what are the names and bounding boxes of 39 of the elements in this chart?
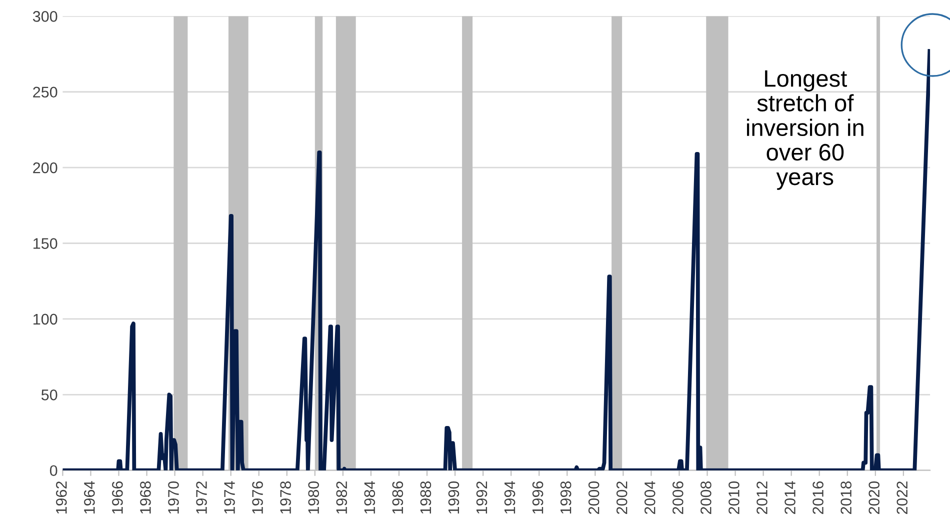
x-tick-label: 2022 [896,482,908,514]
x-tick-label: 2020 [868,481,880,514]
annotation: Longest stretch of inversion in over 60 years [747,70,864,190]
x-tick-label: 1974 [224,481,235,514]
x-tick-label: 1994 [504,481,516,514]
y-tick-label: 150 [34,238,58,249]
y-tick-label: 250 [33,86,58,98]
x-tick-label: 1976 [252,481,263,514]
x-tick-label: 2004 [644,481,656,514]
y-tick-label: 100 [34,314,58,325]
x-tick-label: 2014 [784,481,796,514]
x-tick-label: 1966 [112,481,123,514]
x-tick-label: 1996 [532,481,544,514]
x-tick-label: 2006 [672,481,684,514]
x-tick-label: 2008 [700,481,712,514]
x-tick-label: 2002 [616,482,628,514]
x-tick-label: 2016 [812,481,824,514]
y-tick-label: 200 [33,162,58,174]
x-tick-label: 1962 [56,482,67,514]
x-tick-label: 2012 [756,482,768,514]
x-tick-label: 2000 [588,481,600,514]
y-tick-label: 300 [32,11,58,22]
x-tick-label: 1988 [420,481,432,514]
x-tick-label: 1980 [308,481,320,514]
x-tick-label: 1984 [364,481,376,514]
x-tick-label: 1990 [448,481,460,514]
x-tick-label: 1970 [168,481,179,514]
x-tick-label: 2010 [728,481,740,514]
x-tick-label: 1998 [560,481,572,514]
y-tick-label: 0 [50,465,58,476]
y-tick-label: 50 [41,390,58,400]
x-tick-label: 1982 [336,482,348,514]
x-tick-label: 2018 [840,481,852,514]
x-tick-label: 1972 [196,482,207,514]
x-tick-label: 1986 [392,481,404,514]
x-tick-label: 1978 [280,481,291,514]
x-tick-label: 1992 [476,482,488,514]
x-tick-label: 1968 [140,481,151,514]
x-tick-label: 1964 [84,481,95,514]
